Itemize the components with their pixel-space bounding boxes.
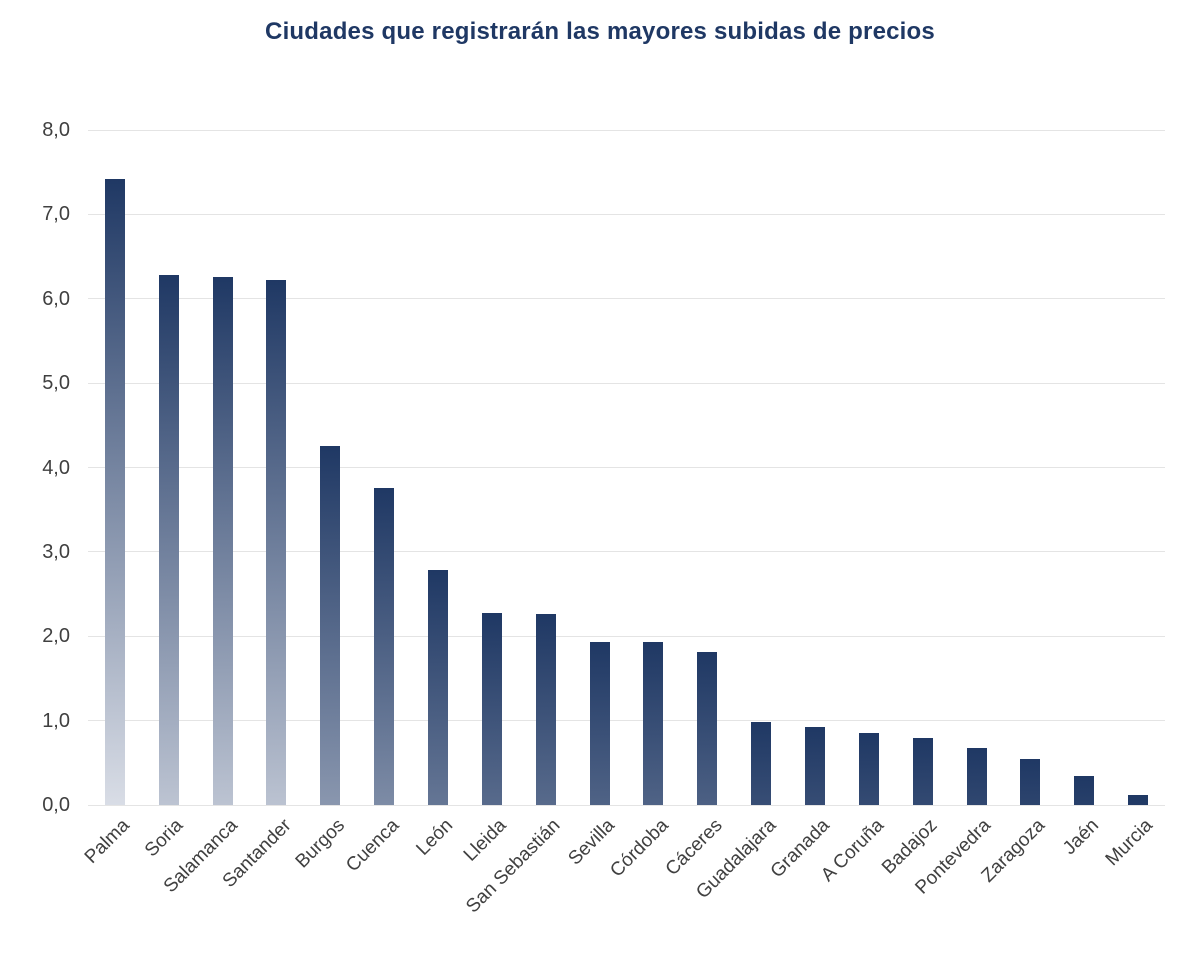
bar — [428, 570, 448, 805]
y-axis-tick-label: 7,0 — [42, 203, 70, 226]
gridline — [88, 298, 1165, 300]
y-axis-tick-label: 3,0 — [42, 540, 70, 563]
gridline — [88, 382, 1165, 384]
x-axis-category-label: Cuenca — [341, 815, 404, 877]
bar — [1074, 776, 1094, 805]
bar — [967, 748, 987, 805]
gridline — [88, 467, 1165, 468]
bar — [374, 488, 394, 805]
y-axis-tick-label: 0,0 — [42, 794, 70, 816]
bar — [751, 722, 771, 805]
gridline — [88, 551, 1165, 553]
bar — [105, 179, 125, 805]
gridline — [88, 804, 1165, 806]
bar — [590, 642, 610, 805]
bar — [320, 446, 340, 805]
y-axis-tick-label: 5,0 — [42, 372, 70, 395]
x-axis-category-label: Jaén — [1059, 815, 1104, 859]
bar — [859, 733, 879, 805]
bar — [1128, 795, 1148, 805]
bar — [536, 614, 556, 805]
bar — [159, 275, 179, 805]
bar — [482, 613, 502, 805]
bar — [697, 652, 717, 805]
y-axis-tick-label: 6,0 — [42, 287, 70, 310]
y-axis-tick-label: 2,0 — [42, 625, 70, 648]
y-axis-tick-label: 4,0 — [42, 456, 70, 479]
bar — [643, 642, 663, 805]
bar — [266, 280, 286, 805]
gridline — [88, 720, 1165, 722]
bar — [805, 727, 825, 805]
x-axis-category-label: Lleida — [460, 815, 511, 866]
y-axis-tick-label: 1,0 — [42, 709, 70, 732]
bar — [1020, 759, 1040, 805]
x-axis-category-label: Burgos — [291, 815, 350, 873]
gridline — [88, 213, 1165, 215]
bar — [213, 277, 233, 805]
chart-title: Ciudades que registrarán las mayores sub… — [265, 18, 935, 45]
bar — [913, 738, 933, 805]
x-axis-category-label: Córdoba — [605, 815, 673, 882]
x-axis-category-label: Murcia — [1101, 815, 1157, 871]
x-axis-category-label: León — [412, 815, 457, 860]
x-axis-category-label: Palma — [80, 815, 134, 868]
y-axis-tick-label: 8,0 — [42, 119, 70, 141]
x-axis-category-label: Soria — [141, 815, 188, 862]
gridline — [88, 635, 1165, 637]
x-axis-category-label: San Sebastián — [462, 815, 565, 918]
gridline — [88, 129, 1165, 131]
